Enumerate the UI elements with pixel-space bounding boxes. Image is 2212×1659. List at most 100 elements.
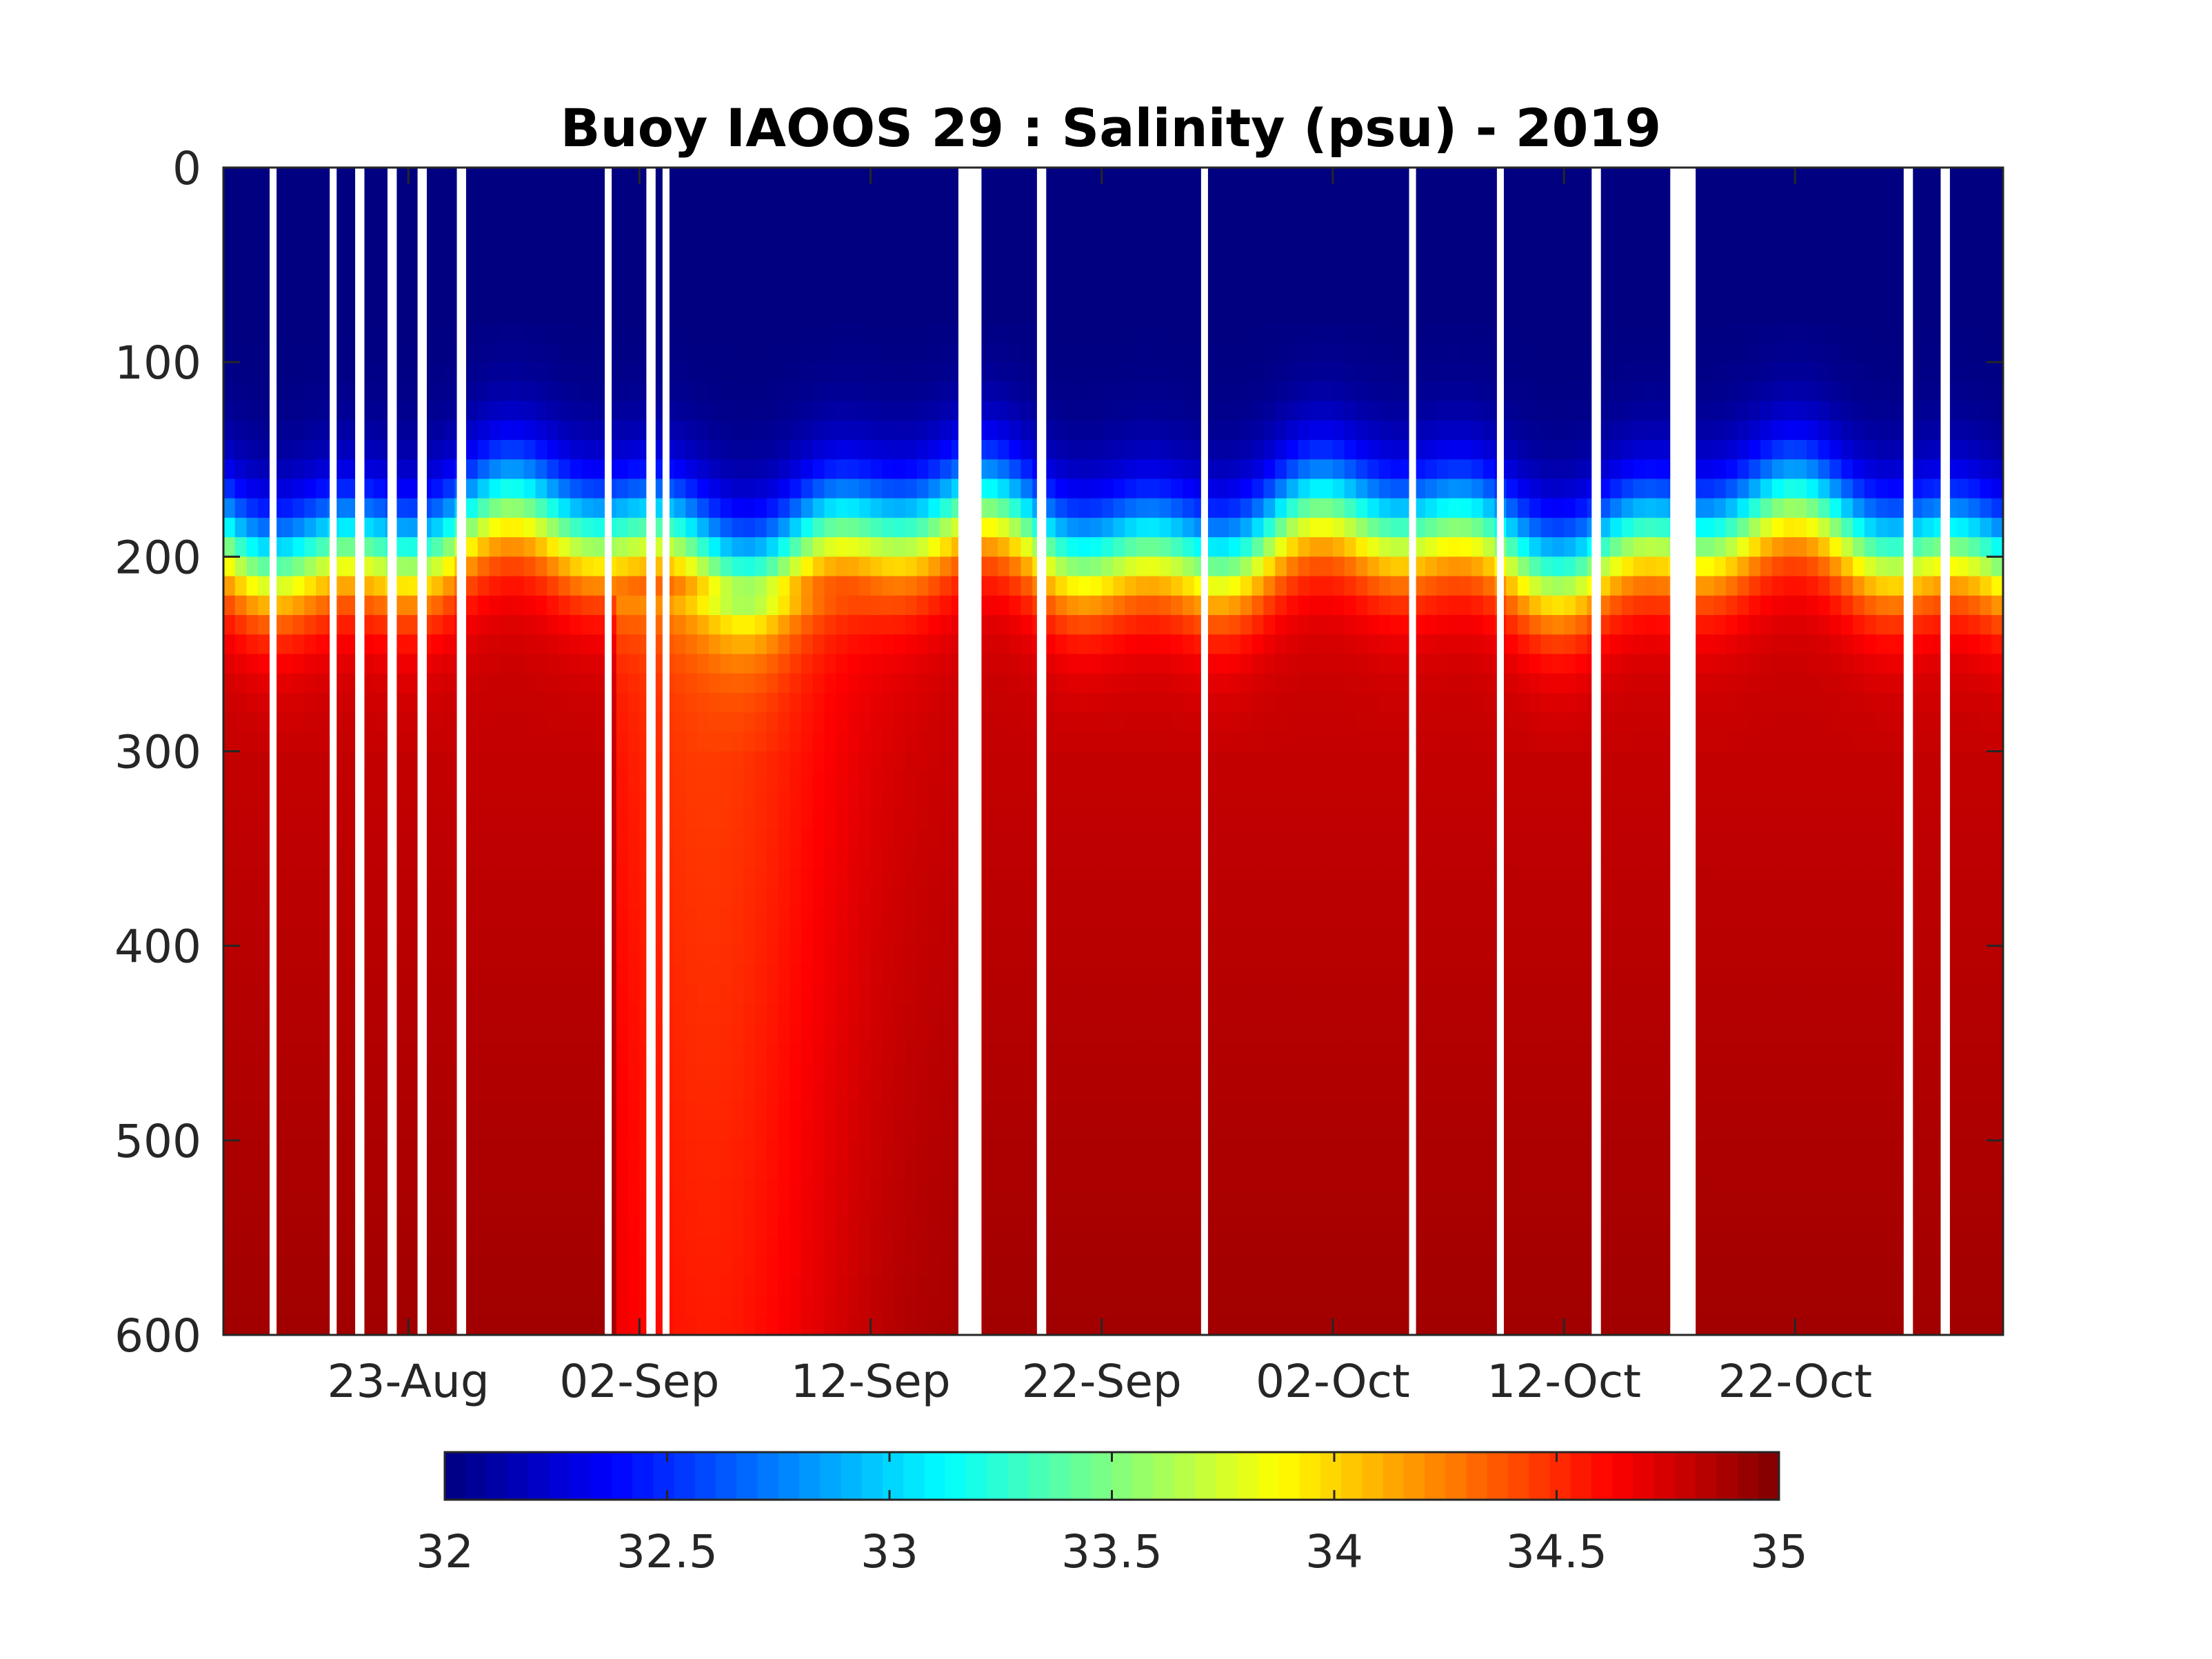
heatmap-cell <box>559 1257 571 1278</box>
heatmap-cell <box>408 206 421 227</box>
heatmap-cell <box>732 1315 744 1336</box>
heatmap-cell <box>1009 459 1022 480</box>
heatmap-cell <box>627 692 641 713</box>
heatmap-cell <box>916 1140 929 1160</box>
heatmap-cell <box>801 1179 814 1200</box>
heatmap-cell <box>581 556 594 577</box>
heatmap-cell <box>766 459 779 480</box>
heatmap-cell <box>1136 401 1149 421</box>
heatmap-cell <box>223 985 236 1005</box>
heatmap-cell <box>1147 907 1160 927</box>
heatmap-cell <box>223 1101 236 1122</box>
heatmap-cell <box>431 1179 444 1200</box>
heatmap-cell <box>708 770 721 791</box>
heatmap-cell <box>743 303 756 324</box>
heatmap-cell <box>535 985 548 1005</box>
heatmap-cell <box>431 1062 444 1083</box>
heatmap-cell <box>870 401 883 421</box>
heatmap-cell <box>339 1101 352 1122</box>
heatmap-cell <box>836 907 848 927</box>
heatmap-cell <box>593 225 605 246</box>
heatmap-cell <box>790 1218 802 1238</box>
heatmap-cell <box>1009 1179 1022 1200</box>
heatmap-cell <box>223 1315 236 1336</box>
heatmap-cell <box>535 848 548 869</box>
heatmap-cell <box>489 1257 502 1278</box>
heatmap-cell <box>720 265 733 285</box>
heatmap-cell <box>443 401 455 421</box>
heatmap-cell <box>1101 595 1114 616</box>
heatmap-cell <box>396 712 409 733</box>
heatmap-cell <box>339 1296 352 1316</box>
heatmap-cell <box>292 187 305 208</box>
heatmap-cell <box>570 187 583 208</box>
heatmap-column <box>778 168 791 1336</box>
heatmap-cell <box>512 1101 525 1122</box>
heatmap-cell <box>1113 576 1126 596</box>
heatmap-cell <box>593 420 605 441</box>
heatmap-cell <box>477 576 490 596</box>
heatmap-cell <box>905 595 918 616</box>
heatmap-cell <box>223 1179 236 1200</box>
heatmap-cell <box>281 1082 294 1103</box>
heatmap-cell <box>234 673 248 694</box>
heatmap-cell <box>477 1315 490 1336</box>
heatmap-cell <box>304 517 316 538</box>
heatmap-cell <box>512 790 525 810</box>
heatmap-cell <box>685 245 698 265</box>
heatmap-cell <box>373 1198 386 1219</box>
heatmap-cell <box>316 1198 328 1219</box>
heatmap-cell <box>1089 362 1103 383</box>
heatmap-cell <box>1055 498 1068 519</box>
heatmap-cell <box>790 420 802 441</box>
heatmap-cell <box>928 1004 941 1025</box>
heatmap-cell <box>812 985 825 1005</box>
heatmap-column <box>1113 168 1126 1336</box>
heatmap-cell <box>986 1257 998 1278</box>
heatmap-cell <box>674 965 687 985</box>
heatmap-cell <box>373 810 386 830</box>
heatmap-cell <box>790 342 802 363</box>
heatmap-cell <box>778 810 791 830</box>
heatmap-cell <box>1136 751 1149 772</box>
heatmap-cell <box>1101 284 1114 305</box>
heatmap-cell <box>1020 1218 1033 1238</box>
heatmap-cell <box>581 245 594 265</box>
heatmap-cell <box>559 1160 571 1180</box>
heatmap-cell <box>523 498 536 519</box>
heatmap-cell <box>1043 1198 1056 1219</box>
heatmap-cell <box>547 1140 559 1160</box>
heatmap-cell <box>790 1101 802 1122</box>
heatmap-cell <box>362 1140 374 1160</box>
heatmap-cell <box>1125 634 1137 655</box>
heatmap-cell <box>223 965 236 985</box>
heatmap-cell <box>396 284 409 305</box>
heatmap-cell <box>443 732 455 752</box>
heatmap-cell <box>1078 187 1091 208</box>
heatmap-cell <box>339 985 352 1005</box>
heatmap-cell <box>1055 712 1068 733</box>
heatmap-cell <box>940 634 952 655</box>
heatmap-cell <box>986 985 998 1005</box>
heatmap-cell <box>940 1082 952 1103</box>
heatmap-cell <box>720 498 733 519</box>
heatmap-cell <box>316 1218 328 1238</box>
heatmap-cell <box>720 1043 733 1063</box>
heatmap-cell <box>882 595 894 616</box>
heatmap-cell <box>559 323 571 343</box>
heatmap-cell <box>1089 985 1103 1005</box>
heatmap-cell <box>801 517 814 538</box>
heatmap-cell <box>477 420 490 441</box>
heatmap-cell <box>559 1315 571 1336</box>
heatmap-cell <box>570 829 583 849</box>
heatmap-cell <box>281 1101 294 1122</box>
heatmap-cell <box>824 479 837 499</box>
heatmap-cell <box>373 303 386 324</box>
heatmap-cell <box>905 420 918 441</box>
heatmap-cell <box>339 1179 352 1200</box>
heatmap-cell <box>720 381 733 402</box>
heatmap-cell <box>523 867 536 888</box>
heatmap-cell <box>570 1004 583 1025</box>
heatmap-cell <box>801 1160 814 1180</box>
heatmap-cell <box>1147 537 1160 558</box>
